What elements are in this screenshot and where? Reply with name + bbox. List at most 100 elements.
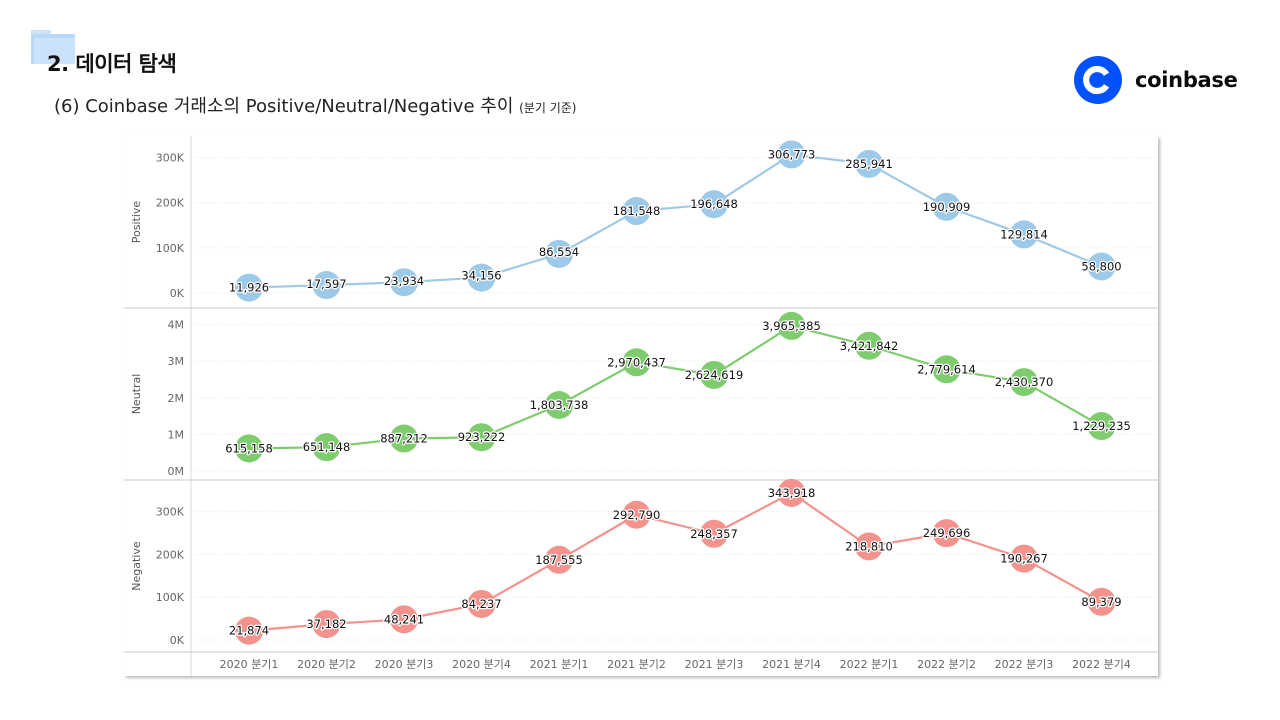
y-axis-title: Positive	[130, 201, 143, 244]
data-label: 343,918	[768, 486, 816, 500]
data-point	[1010, 220, 1038, 249]
data-label: 249,696	[923, 526, 971, 540]
x-tick-label: 2021 분기4	[762, 658, 821, 671]
data-point	[932, 519, 961, 548]
data-label: 306,773	[768, 147, 816, 161]
data-point	[855, 532, 883, 561]
data-point	[390, 424, 418, 453]
data-label: 89,379	[1081, 595, 1121, 609]
data-label: 923,222	[458, 430, 506, 444]
y-axis-title: Neutral	[130, 374, 143, 415]
data-point	[235, 616, 263, 645]
x-tick-label: 2021 분기1	[530, 658, 589, 671]
data-label: 2,624,619	[685, 368, 744, 382]
y-tick-label: 4M	[168, 319, 185, 332]
data-point	[467, 423, 496, 452]
data-point	[777, 140, 806, 169]
data-point	[467, 589, 496, 618]
panel-positive: 0K 100K 200K 300K Positive 11,926 17,597 23,934…	[130, 140, 1158, 302]
y-tick-label: 200K	[156, 197, 185, 210]
y-tick-label: 200K	[156, 548, 185, 561]
data-label: 37,182	[306, 617, 346, 631]
data-point	[312, 271, 341, 300]
subtitle-note: (분기 기준)	[519, 101, 577, 115]
data-label: 2,779,614	[917, 362, 976, 376]
data-point	[777, 311, 806, 340]
data-point	[622, 348, 651, 377]
data-point	[777, 478, 806, 507]
data-label: 1,229,235	[1072, 419, 1131, 433]
data-label: 58,800	[1081, 259, 1121, 273]
y-tick-label: 0K	[170, 287, 185, 300]
coinbase-logo: coinbase	[1073, 55, 1238, 105]
data-label: 21,874	[229, 624, 269, 638]
y-tick-label: 2M	[168, 392, 185, 405]
page-title: 2. 데이터 탐색	[47, 52, 177, 76]
series-line	[248, 324, 1103, 450]
data-label: 129,814	[1000, 227, 1048, 241]
data-label: 187,555	[535, 553, 583, 567]
data-label: 292,790	[613, 508, 661, 522]
coinbase-logo-icon	[1074, 56, 1122, 104]
subtitle-main: (6) Coinbase 거래소의 Positive/Neutral/Negat…	[54, 96, 514, 117]
x-tick-label: 2021 분기3	[685, 658, 744, 671]
data-point	[312, 610, 341, 639]
y-tick-label: 0K	[170, 634, 185, 647]
y-tick-label: 100K	[156, 591, 185, 604]
data-point	[855, 149, 883, 178]
data-label: 190,267	[1000, 552, 1048, 566]
x-tick-label: 2022 분기4	[1072, 658, 1131, 671]
x-tick-label: 2020 분기2	[297, 658, 356, 671]
data-label: 615,158	[225, 441, 273, 455]
chart-subtitle: (6) Coinbase 거래소의 Positive/Neutral/Negat…	[54, 92, 576, 118]
data-label: 651,148	[303, 440, 351, 454]
data-point	[1087, 412, 1116, 441]
x-tick-label: 2020 분기3	[375, 658, 434, 671]
x-tick-label: 2021 분기2	[607, 658, 666, 671]
data-point	[390, 268, 418, 297]
x-tick-label: 2020 분기4	[452, 658, 511, 671]
panel-negative: 0K 100K 200K 300K Negative 21,874 37,182 48,241…	[130, 478, 1158, 647]
data-label: 3,421,842	[840, 339, 899, 353]
data-label: 11,926	[229, 281, 269, 295]
folder-icon	[31, 30, 75, 64]
data-label: 3,965,385	[762, 319, 821, 333]
data-label: 34,156	[461, 269, 501, 283]
data-point	[855, 331, 883, 360]
data-label: 218,810	[845, 539, 893, 553]
data-label: 2,970,437	[607, 355, 666, 369]
data-label: 887,212	[380, 432, 428, 446]
data-label: 196,648	[690, 197, 738, 211]
data-point	[235, 273, 263, 302]
y-tick-label: 300K	[156, 506, 185, 519]
y-axis-title: Negative	[130, 541, 143, 591]
data-point	[622, 197, 651, 226]
data-point	[1087, 587, 1116, 616]
data-point	[1010, 544, 1038, 573]
data-point	[312, 433, 341, 462]
y-tick-label: 1M	[168, 428, 185, 441]
data-label: 48,241	[384, 612, 424, 626]
y-tick-label: 0M	[168, 465, 185, 478]
data-point	[700, 190, 728, 219]
data-point	[700, 519, 728, 548]
series-line	[248, 153, 1102, 289]
line-chart: 0K 100K 200K 300K Positive 11,926 17,597 23,934…	[124, 136, 1158, 676]
y-tick-label: 100K	[156, 242, 185, 255]
x-tick-label: 2022 분기1	[840, 658, 899, 671]
data-label: 2,430,370	[995, 375, 1054, 389]
panel-neutral: 0M 1M 2M 3M 4M Neutral 615,158 651,148 887,212 92…	[130, 311, 1158, 478]
y-tick-label: 300K	[156, 152, 185, 165]
series-line	[248, 491, 1103, 632]
data-point	[545, 545, 573, 574]
data-label: 17,597	[306, 277, 346, 291]
x-tick-label: 2022 분기3	[995, 658, 1054, 671]
data-point	[622, 500, 651, 529]
coinbase-logo-text: coinbase	[1135, 68, 1238, 92]
chart-container: 0K 100K 200K 300K Positive 11,926 17,597 23,934…	[124, 136, 1158, 676]
data-point	[545, 239, 573, 268]
data-label: 86,554	[539, 245, 579, 259]
data-point	[467, 263, 496, 292]
x-tick-label: 2022 분기2	[917, 658, 976, 671]
data-label: 1,803,738	[530, 398, 589, 412]
